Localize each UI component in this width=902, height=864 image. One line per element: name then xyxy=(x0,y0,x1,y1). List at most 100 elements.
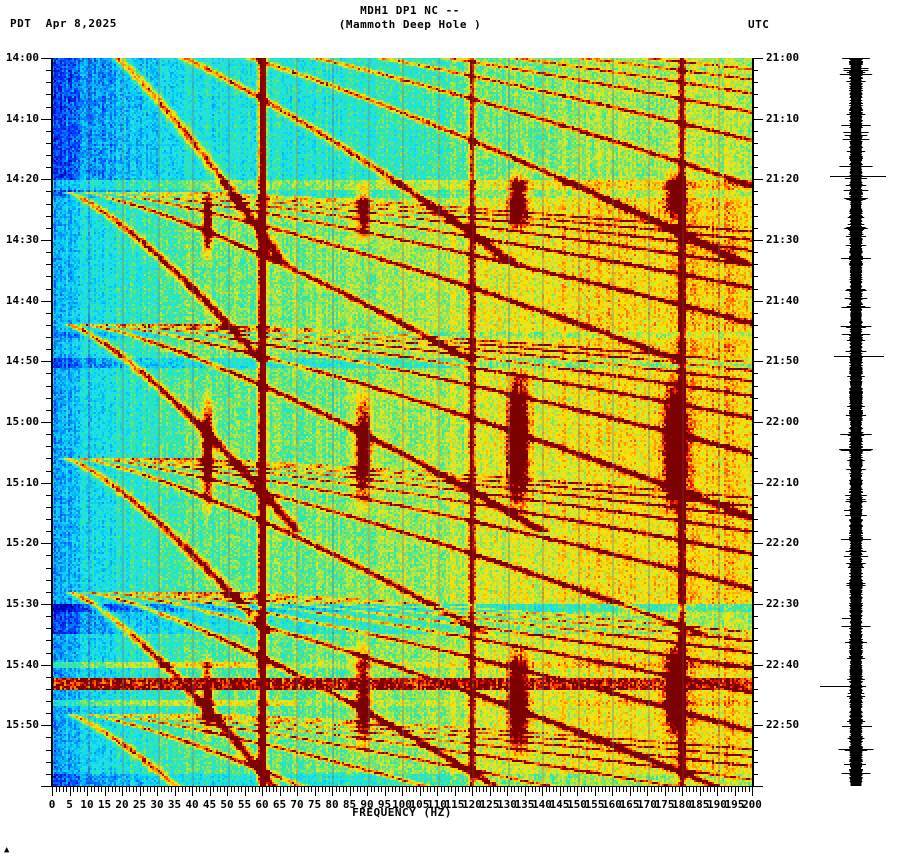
right-time-label: 21:40 xyxy=(766,293,800,307)
time-tick-minor xyxy=(752,506,758,508)
freq-tick-minor xyxy=(416,787,417,792)
freq-tick-major xyxy=(594,787,596,796)
time-tick-major xyxy=(41,179,52,181)
freq-tick-minor xyxy=(83,787,85,792)
freq-tick-major xyxy=(559,787,561,796)
freq-tick-minor xyxy=(552,787,554,792)
freq-tick-minor xyxy=(115,787,116,792)
spectrogram-plot[interactable] xyxy=(52,58,752,786)
time-tick-minor xyxy=(752,264,758,266)
time-tick-minor xyxy=(752,94,758,96)
freq-tick-minor xyxy=(514,787,515,792)
freq-tick-minor xyxy=(538,787,540,792)
time-tick-minor xyxy=(752,494,758,496)
freq-tick-major xyxy=(734,787,736,796)
freq-tick-minor xyxy=(608,787,610,792)
freq-tick-minor xyxy=(325,787,326,792)
freq-tick-major xyxy=(227,787,228,796)
right-time-label: 21:10 xyxy=(766,111,800,125)
left-time-label: 15:00 xyxy=(5,415,39,428)
right-time-label: 22:10 xyxy=(766,475,800,489)
freq-tick-minor xyxy=(710,787,711,792)
freq-tick-minor xyxy=(307,787,309,792)
left-time-label: 15:50 xyxy=(5,718,39,732)
freq-tick-minor xyxy=(353,787,354,792)
freq-tick-major xyxy=(297,787,298,796)
time-tick-major xyxy=(752,725,763,727)
freq-tick-minor xyxy=(458,787,459,792)
freq-tick-major xyxy=(314,787,316,796)
spectrogram-image[interactable] xyxy=(52,58,752,786)
freq-tick-minor xyxy=(570,787,571,792)
time-tick-minor xyxy=(752,628,758,630)
time-tick-minor xyxy=(752,167,758,169)
freq-tick-minor xyxy=(640,787,641,792)
freq-tick-minor xyxy=(451,787,452,792)
left-time-label: 14:30 xyxy=(5,233,39,246)
freq-tick-minor xyxy=(615,787,617,792)
time-tick-minor xyxy=(752,519,758,521)
axis-spine xyxy=(52,786,752,787)
freq-tick-minor xyxy=(619,787,620,792)
time-tick-major xyxy=(752,179,763,181)
freq-tick-minor xyxy=(97,787,99,792)
freq-tick-minor xyxy=(234,787,235,792)
freq-tick-minor xyxy=(587,787,589,792)
time-tick-major xyxy=(41,300,52,302)
freq-tick-minor xyxy=(591,787,592,792)
freq-tick-minor xyxy=(136,787,137,792)
freq-tick-minor xyxy=(237,787,239,792)
freq-tick-minor xyxy=(528,787,529,792)
time-tick-minor xyxy=(752,373,758,375)
left-time-label: 15:40 xyxy=(5,657,39,671)
freq-tick-major xyxy=(52,787,53,796)
freq-tick-minor xyxy=(146,787,148,792)
freq-tick-minor xyxy=(745,787,746,792)
freq-tick-minor xyxy=(689,787,690,792)
freq-tick-minor xyxy=(171,787,172,792)
freq-tick-minor xyxy=(685,787,687,792)
corner-mark: ▲ xyxy=(4,845,10,855)
freq-tick-minor xyxy=(486,787,487,792)
time-tick-minor xyxy=(752,397,758,399)
time-tick-major xyxy=(41,604,52,605)
freq-tick-major xyxy=(419,787,421,796)
freq-tick-major xyxy=(332,787,333,796)
freq-tick-minor xyxy=(661,787,662,792)
freq-tick-minor xyxy=(500,787,501,792)
freq-tick-minor xyxy=(73,787,74,792)
freq-tick-minor xyxy=(493,787,494,792)
time-tick-major xyxy=(41,361,52,363)
freq-tick-major xyxy=(69,787,71,796)
freq-tick-minor xyxy=(94,787,95,792)
time-tick-minor xyxy=(752,130,758,132)
time-tick-major xyxy=(41,482,52,484)
time-tick-minor xyxy=(752,227,758,229)
time-tick-minor xyxy=(752,531,758,533)
time-tick-major xyxy=(752,422,763,423)
time-tick-minor xyxy=(752,591,758,593)
freq-tick-minor xyxy=(461,787,463,792)
freq-tick-minor xyxy=(601,787,603,792)
time-tick-minor xyxy=(752,349,758,351)
freq-tick-minor xyxy=(748,787,750,792)
seismic-trace-strip[interactable] xyxy=(820,58,896,786)
header-right-timezone: UTC xyxy=(748,18,770,31)
freq-tick-minor xyxy=(556,787,557,792)
time-tick-minor xyxy=(752,640,758,642)
freq-tick-minor xyxy=(66,787,67,792)
freq-tick-major xyxy=(664,787,666,796)
freq-tick-major xyxy=(244,787,246,796)
left-time-label: 14:50 xyxy=(5,354,39,368)
freq-tick-minor xyxy=(657,787,659,792)
freq-tick-major xyxy=(192,787,193,796)
freq-tick-major xyxy=(437,787,438,796)
freq-tick-major xyxy=(507,787,508,796)
freq-tick-minor xyxy=(430,787,431,792)
freq-tick-minor xyxy=(738,787,739,792)
freq-tick-major xyxy=(367,787,368,796)
freq-tick-minor xyxy=(549,787,550,792)
time-tick-minor xyxy=(752,761,758,763)
seismic-trace-image[interactable] xyxy=(820,58,896,786)
freq-tick-minor xyxy=(251,787,253,792)
